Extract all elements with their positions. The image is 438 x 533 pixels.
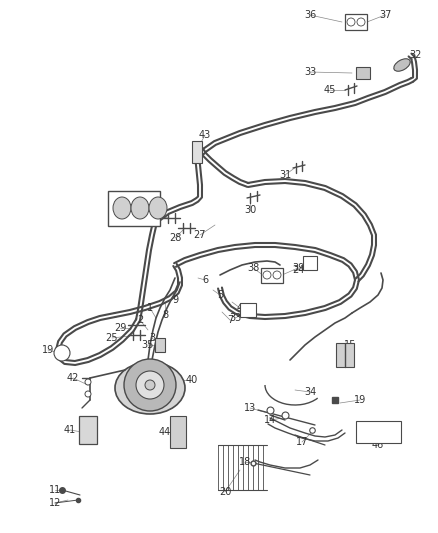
- Text: 17: 17: [296, 437, 308, 447]
- Circle shape: [263, 271, 271, 279]
- Ellipse shape: [113, 197, 131, 219]
- Text: 29: 29: [114, 323, 126, 333]
- Text: 37: 37: [379, 10, 391, 20]
- Ellipse shape: [131, 197, 149, 219]
- Bar: [261, 268, 283, 282]
- Text: 28: 28: [169, 233, 181, 243]
- Text: 42: 42: [67, 373, 79, 383]
- Bar: [240, 303, 256, 317]
- Text: 16: 16: [109, 203, 121, 213]
- Text: 34: 34: [304, 387, 316, 397]
- Text: 7: 7: [227, 315, 233, 325]
- Bar: [356, 421, 400, 443]
- Text: 5: 5: [217, 290, 223, 300]
- Bar: [303, 256, 317, 270]
- Bar: [192, 141, 202, 163]
- Text: 39: 39: [292, 263, 304, 273]
- Circle shape: [357, 18, 365, 26]
- Text: 19: 19: [42, 345, 54, 355]
- Circle shape: [145, 380, 155, 390]
- Text: 13: 13: [244, 403, 256, 413]
- Ellipse shape: [394, 59, 410, 71]
- Text: 1: 1: [147, 303, 153, 313]
- Text: 9: 9: [172, 295, 178, 305]
- Bar: [336, 343, 354, 367]
- Text: 27: 27: [194, 230, 206, 240]
- Circle shape: [85, 391, 91, 397]
- Text: 18: 18: [239, 457, 251, 467]
- Text: 43: 43: [199, 130, 211, 140]
- Text: 12: 12: [49, 498, 61, 508]
- Text: 41: 41: [64, 425, 76, 435]
- Text: 30: 30: [244, 205, 256, 215]
- Bar: [170, 416, 186, 448]
- Text: 31: 31: [279, 170, 291, 180]
- Text: 20: 20: [219, 487, 231, 497]
- Text: 26: 26: [149, 210, 161, 220]
- Text: 11: 11: [49, 485, 61, 495]
- Bar: [79, 416, 97, 444]
- Text: 19: 19: [354, 395, 366, 405]
- Circle shape: [136, 371, 164, 399]
- Text: 46: 46: [372, 440, 384, 450]
- Text: 14: 14: [264, 415, 276, 425]
- Bar: [345, 14, 367, 30]
- Text: 8: 8: [162, 310, 168, 320]
- Text: 6: 6: [202, 275, 208, 285]
- Text: 35: 35: [142, 340, 154, 350]
- Ellipse shape: [149, 197, 167, 219]
- Ellipse shape: [115, 362, 185, 414]
- Text: 2: 2: [137, 315, 143, 325]
- Circle shape: [85, 379, 91, 385]
- Text: 38: 38: [247, 263, 259, 273]
- Text: 33: 33: [304, 67, 316, 77]
- Text: 45: 45: [324, 85, 336, 95]
- Bar: [356, 67, 370, 79]
- Bar: [155, 338, 165, 352]
- Circle shape: [124, 359, 176, 411]
- Text: 4: 4: [237, 303, 243, 313]
- Text: 25: 25: [106, 333, 118, 343]
- Text: 15: 15: [344, 340, 356, 350]
- Circle shape: [273, 271, 281, 279]
- Text: 44: 44: [159, 427, 171, 437]
- Text: 32: 32: [409, 50, 421, 60]
- Circle shape: [54, 345, 70, 361]
- Bar: [108, 190, 160, 225]
- Text: 36: 36: [304, 10, 316, 20]
- Text: 3: 3: [149, 333, 155, 343]
- Text: 33: 33: [229, 313, 241, 323]
- Text: 40: 40: [186, 375, 198, 385]
- Text: 24: 24: [292, 265, 304, 275]
- Circle shape: [347, 18, 355, 26]
